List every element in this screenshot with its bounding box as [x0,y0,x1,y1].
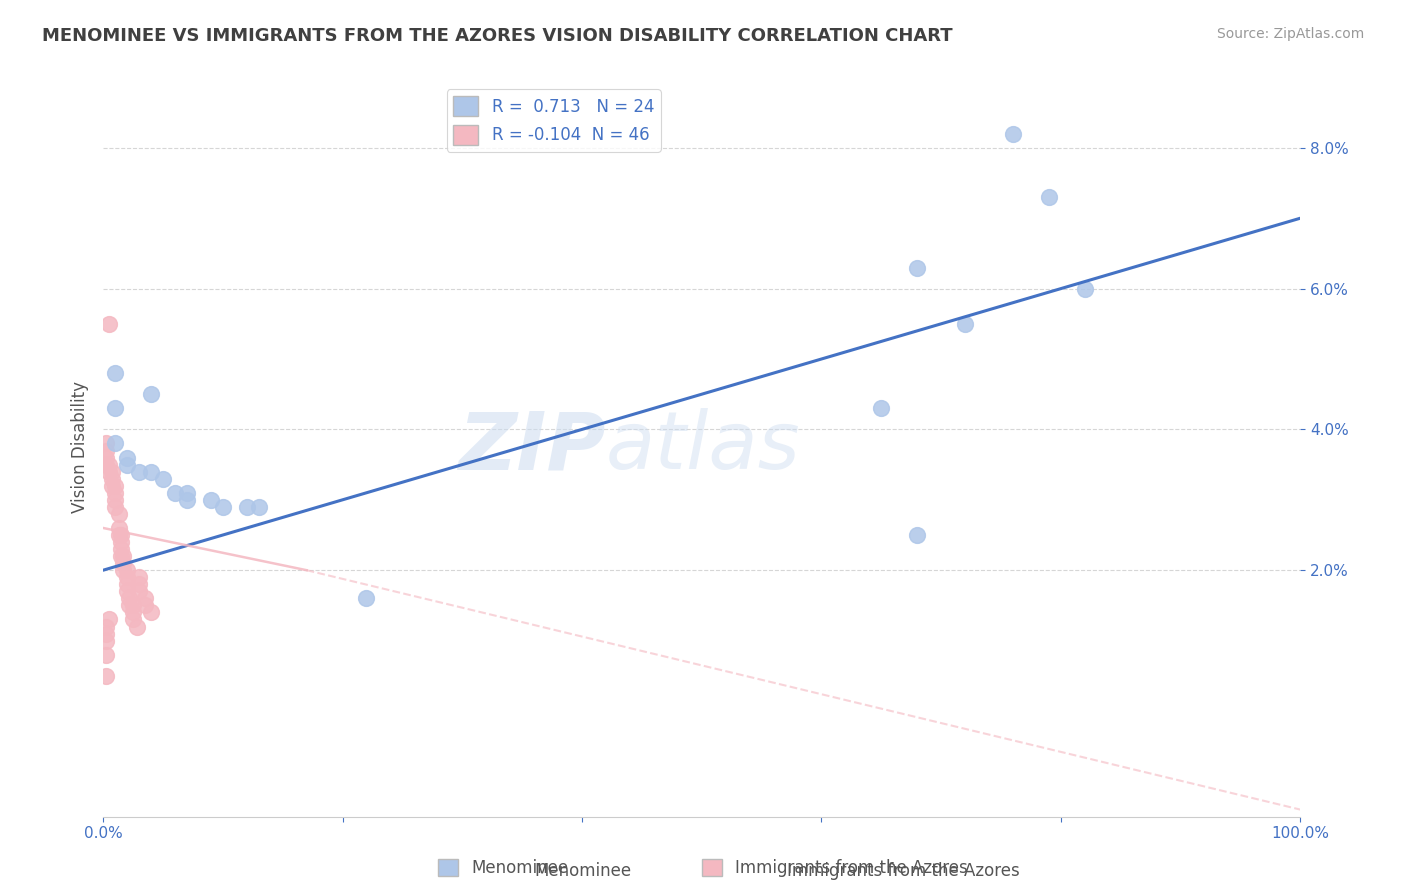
Point [128,584,150,599]
Point [115,563,138,577]
Point [115,570,138,584]
Point [104,479,127,493]
Point [1038,190,1060,204]
Text: Immigrants from the Azores: Immigrants from the Azores [787,863,1021,880]
Point [98,458,121,472]
Point [211,500,233,514]
Point [118,599,141,613]
Point [1001,127,1024,141]
Point [110,535,132,549]
Legend: R =  0.713   N = 24, R = -0.104  N = 46: R = 0.713 N = 24, R = -0.104 N = 46 [447,89,661,152]
Point [134,591,156,606]
Point [247,500,270,514]
Point [107,507,129,521]
Point [870,401,893,416]
Point [104,401,127,416]
Point [125,619,148,633]
Point [122,606,145,620]
Point [107,528,129,542]
Point [107,521,129,535]
Point [110,549,132,563]
Text: ZIP: ZIP [458,408,606,486]
Point [112,556,135,570]
Point [134,599,156,613]
Point [128,465,150,479]
Point [118,591,141,606]
Point [94,619,117,633]
Point [104,366,127,380]
Point [112,563,135,577]
Point [139,606,162,620]
Point [139,465,162,479]
Point [163,485,186,500]
Point [905,260,928,275]
Point [104,485,127,500]
Point [176,492,198,507]
Point [110,542,132,557]
Text: Source: ZipAtlas.com: Source: ZipAtlas.com [1216,27,1364,41]
Point [98,465,121,479]
Point [152,472,174,486]
Point [953,317,976,331]
Point [128,570,150,584]
Point [115,450,138,465]
Point [98,317,121,331]
Point [100,479,122,493]
Point [94,450,117,465]
Point [104,492,127,507]
Y-axis label: Vision Disability: Vision Disability [72,381,89,513]
Point [112,549,135,563]
Legend: Menominee, Immigrants from the Azores: Menominee, Immigrants from the Azores [432,852,974,884]
Point [98,612,121,626]
Point [200,492,222,507]
Text: Menominee: Menominee [534,863,631,880]
Point [94,633,117,648]
Point [94,669,117,683]
Point [1074,282,1097,296]
Point [356,591,378,606]
Point [115,584,138,599]
Point [122,612,145,626]
Point [139,387,162,401]
Text: atlas: atlas [606,408,800,486]
Text: MENOMINEE VS IMMIGRANTS FROM THE AZORES VISION DISABILITY CORRELATION CHART: MENOMINEE VS IMMIGRANTS FROM THE AZORES … [42,27,953,45]
Point [94,443,117,458]
Point [122,599,145,613]
Point [115,577,138,591]
Point [100,472,122,486]
Point [905,528,928,542]
Point [128,577,150,591]
Point [176,485,198,500]
Point [236,500,259,514]
Point [110,528,132,542]
Point [104,436,127,450]
Point [94,436,117,450]
Point [94,458,117,472]
Point [115,458,138,472]
Point [94,648,117,662]
Point [104,500,127,514]
Point [94,626,117,640]
Point [100,465,122,479]
